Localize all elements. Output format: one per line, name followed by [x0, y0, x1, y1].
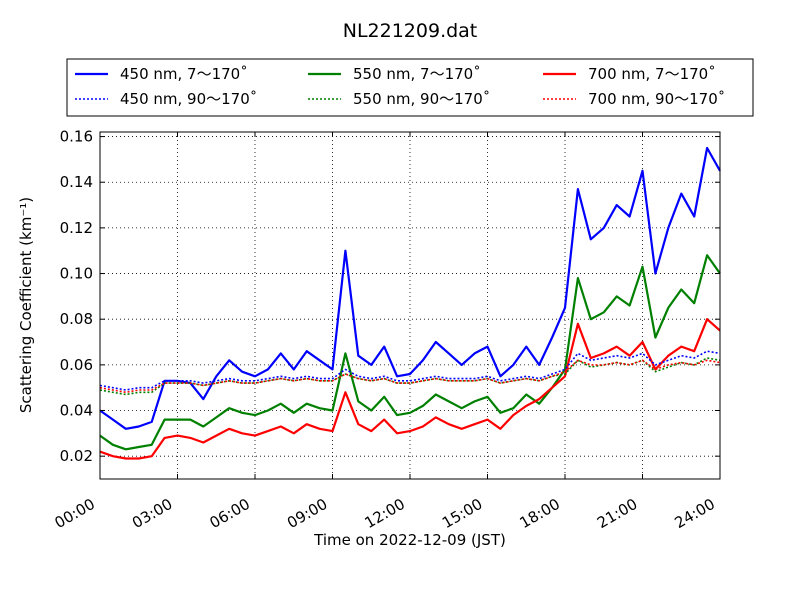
- y-tick-label: 0.04: [60, 402, 93, 420]
- x-tick-label: 09:00: [284, 495, 330, 532]
- series-line-1: [99, 254, 721, 451]
- x-tick-label: 21:00: [594, 495, 640, 532]
- y-tick-label: 0.08: [60, 310, 93, 328]
- legend-entries: 450 nm, 7～170˚ 550 nm, 7～170˚ 700 nm, 7～17…: [75, 65, 725, 108]
- y-axis: 0.02 0.04 0.06 0.08 0.10 0.12 0.14 0.16: [60, 128, 720, 465]
- legend-box: [66, 58, 754, 117]
- legend-label: 450 nm, 7～170˚: [120, 65, 248, 83]
- y-axis-label: Scattering Coefficient (km⁻¹): [17, 197, 35, 413]
- legend-label: 700 nm, 90～170˚: [588, 90, 725, 108]
- series-line-0: [99, 146, 721, 430]
- y-tick-label: 0.14: [60, 173, 93, 191]
- y-tick-label: 0.12: [60, 219, 93, 237]
- x-axis-label: Time on 2022-12-09 (JST): [313, 531, 506, 549]
- y-tick-label: 0.06: [60, 356, 93, 374]
- y-tick-label: 0.10: [60, 265, 93, 283]
- x-tick-label: 18:00: [517, 495, 563, 532]
- x-tick-label: 03:00: [129, 495, 175, 532]
- plot-area: 00:00 03:00 06:00 09:00 12:00 15:00 18:00 21:00…: [52, 128, 721, 532]
- legend-label: 450 nm, 90～170˚: [120, 90, 257, 108]
- chart-title: NL221209.dat: [343, 20, 478, 42]
- legend-label: 700 nm, 7～170˚: [588, 65, 716, 83]
- x-tick-label: 06:00: [207, 495, 253, 532]
- legend-label: 550 nm, 90～170˚: [353, 90, 490, 108]
- legend: 450 nm, 7～170˚ 550 nm, 7～170˚ 700 nm, 7～17…: [66, 58, 754, 117]
- series-line-5: [99, 359, 721, 394]
- x-tick-label: 12:00: [362, 495, 408, 532]
- plot-background: [100, 132, 720, 479]
- series-lines: [99, 146, 721, 460]
- series-line-2: [99, 318, 721, 460]
- y-tick-label: 0.02: [60, 447, 93, 465]
- legend-label: 550 nm, 7～170˚: [353, 65, 481, 83]
- y-tick-label: 0.16: [60, 128, 93, 146]
- grid: [100, 132, 720, 479]
- series-line-3: [99, 350, 721, 391]
- x-tick-label: 00:00: [52, 495, 98, 532]
- x-tick-label: 15:00: [439, 495, 485, 532]
- x-tick-label: 24:00: [672, 495, 718, 532]
